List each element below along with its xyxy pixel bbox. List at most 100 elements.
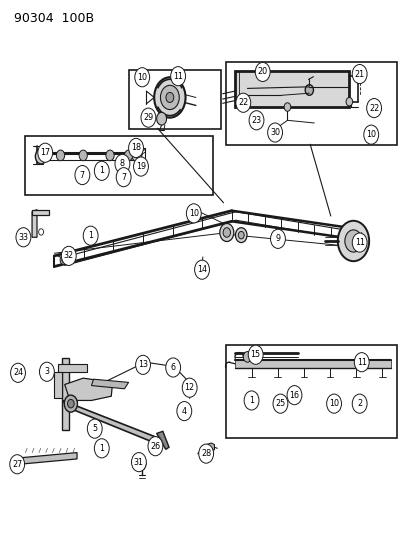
Text: 10: 10 bbox=[137, 72, 147, 82]
Circle shape bbox=[135, 356, 150, 374]
Circle shape bbox=[160, 85, 179, 110]
Circle shape bbox=[165, 358, 180, 377]
Circle shape bbox=[267, 123, 282, 142]
Circle shape bbox=[39, 362, 54, 381]
Text: 10: 10 bbox=[188, 209, 198, 218]
Circle shape bbox=[249, 111, 263, 130]
Circle shape bbox=[255, 62, 269, 82]
Circle shape bbox=[244, 391, 259, 410]
Text: 26: 26 bbox=[150, 442, 160, 451]
Bar bbox=[235, 360, 390, 368]
Circle shape bbox=[286, 385, 301, 405]
Circle shape bbox=[351, 64, 366, 84]
Text: 11: 11 bbox=[354, 238, 364, 247]
Text: 1: 1 bbox=[99, 444, 104, 453]
Text: 13: 13 bbox=[138, 360, 148, 369]
Text: 25: 25 bbox=[275, 399, 285, 408]
Polygon shape bbox=[91, 379, 128, 389]
Circle shape bbox=[60, 256, 66, 264]
Circle shape bbox=[135, 68, 149, 87]
Circle shape bbox=[363, 125, 378, 144]
Text: 29: 29 bbox=[143, 113, 153, 122]
Text: 7: 7 bbox=[121, 173, 126, 182]
Text: 33: 33 bbox=[18, 233, 28, 242]
Text: 1: 1 bbox=[249, 396, 254, 405]
Circle shape bbox=[354, 353, 368, 372]
Circle shape bbox=[166, 92, 173, 102]
Circle shape bbox=[304, 85, 313, 95]
Text: 22: 22 bbox=[368, 103, 378, 112]
Circle shape bbox=[11, 364, 25, 382]
Text: 11: 11 bbox=[173, 71, 183, 80]
Polygon shape bbox=[62, 400, 162, 446]
Bar bbox=[225, 345, 396, 438]
Text: 9: 9 bbox=[275, 235, 280, 244]
Circle shape bbox=[38, 229, 43, 235]
Circle shape bbox=[10, 455, 24, 474]
Text: 2: 2 bbox=[356, 399, 361, 408]
Circle shape bbox=[83, 226, 98, 245]
Text: 11: 11 bbox=[356, 358, 366, 367]
Text: 17: 17 bbox=[40, 148, 50, 157]
Text: 10: 10 bbox=[366, 130, 375, 139]
Text: 7: 7 bbox=[80, 171, 85, 180]
Circle shape bbox=[176, 401, 191, 421]
Circle shape bbox=[87, 419, 102, 438]
Text: 21: 21 bbox=[354, 70, 364, 78]
Text: 28: 28 bbox=[201, 449, 211, 458]
Polygon shape bbox=[64, 378, 112, 400]
Circle shape bbox=[138, 459, 145, 470]
Circle shape bbox=[132, 149, 142, 162]
Circle shape bbox=[344, 230, 361, 252]
Circle shape bbox=[235, 93, 250, 112]
Text: 14: 14 bbox=[197, 265, 206, 274]
Text: 1: 1 bbox=[88, 231, 93, 240]
Text: 19: 19 bbox=[135, 162, 146, 171]
Text: 90304  100B: 90304 100B bbox=[14, 12, 94, 26]
Text: 5: 5 bbox=[92, 424, 97, 433]
Polygon shape bbox=[62, 359, 69, 430]
Circle shape bbox=[35, 149, 47, 164]
Circle shape bbox=[116, 167, 131, 187]
Polygon shape bbox=[57, 364, 86, 372]
Circle shape bbox=[270, 229, 285, 248]
Text: 30: 30 bbox=[269, 128, 280, 137]
Text: 10: 10 bbox=[328, 399, 338, 408]
Circle shape bbox=[154, 77, 185, 118]
Text: 1: 1 bbox=[99, 166, 104, 175]
Text: 8: 8 bbox=[120, 159, 125, 168]
Polygon shape bbox=[202, 443, 214, 450]
Circle shape bbox=[223, 228, 230, 237]
Circle shape bbox=[62, 258, 65, 262]
Circle shape bbox=[115, 155, 130, 173]
Circle shape bbox=[351, 233, 366, 252]
Circle shape bbox=[94, 439, 109, 458]
Circle shape bbox=[366, 99, 381, 118]
Circle shape bbox=[141, 108, 155, 127]
Text: 23: 23 bbox=[251, 116, 261, 125]
Text: 15: 15 bbox=[250, 350, 260, 359]
Circle shape bbox=[64, 395, 77, 412]
Text: 32: 32 bbox=[64, 252, 74, 260]
Circle shape bbox=[337, 221, 368, 261]
Text: 6: 6 bbox=[170, 363, 175, 372]
Text: 18: 18 bbox=[131, 143, 141, 152]
Circle shape bbox=[94, 161, 109, 180]
Circle shape bbox=[283, 103, 290, 111]
Bar bbox=[25, 136, 213, 195]
Circle shape bbox=[67, 399, 74, 408]
Circle shape bbox=[351, 394, 366, 413]
Circle shape bbox=[106, 150, 114, 161]
Circle shape bbox=[238, 231, 244, 239]
Circle shape bbox=[133, 157, 148, 176]
Circle shape bbox=[170, 67, 185, 86]
Polygon shape bbox=[53, 372, 62, 398]
Bar bbox=[128, 70, 221, 130]
Circle shape bbox=[248, 345, 263, 365]
Circle shape bbox=[131, 453, 146, 472]
Circle shape bbox=[79, 150, 87, 161]
Text: 3: 3 bbox=[44, 367, 49, 376]
Text: 20: 20 bbox=[257, 68, 267, 76]
Circle shape bbox=[61, 246, 76, 265]
Circle shape bbox=[75, 165, 90, 184]
